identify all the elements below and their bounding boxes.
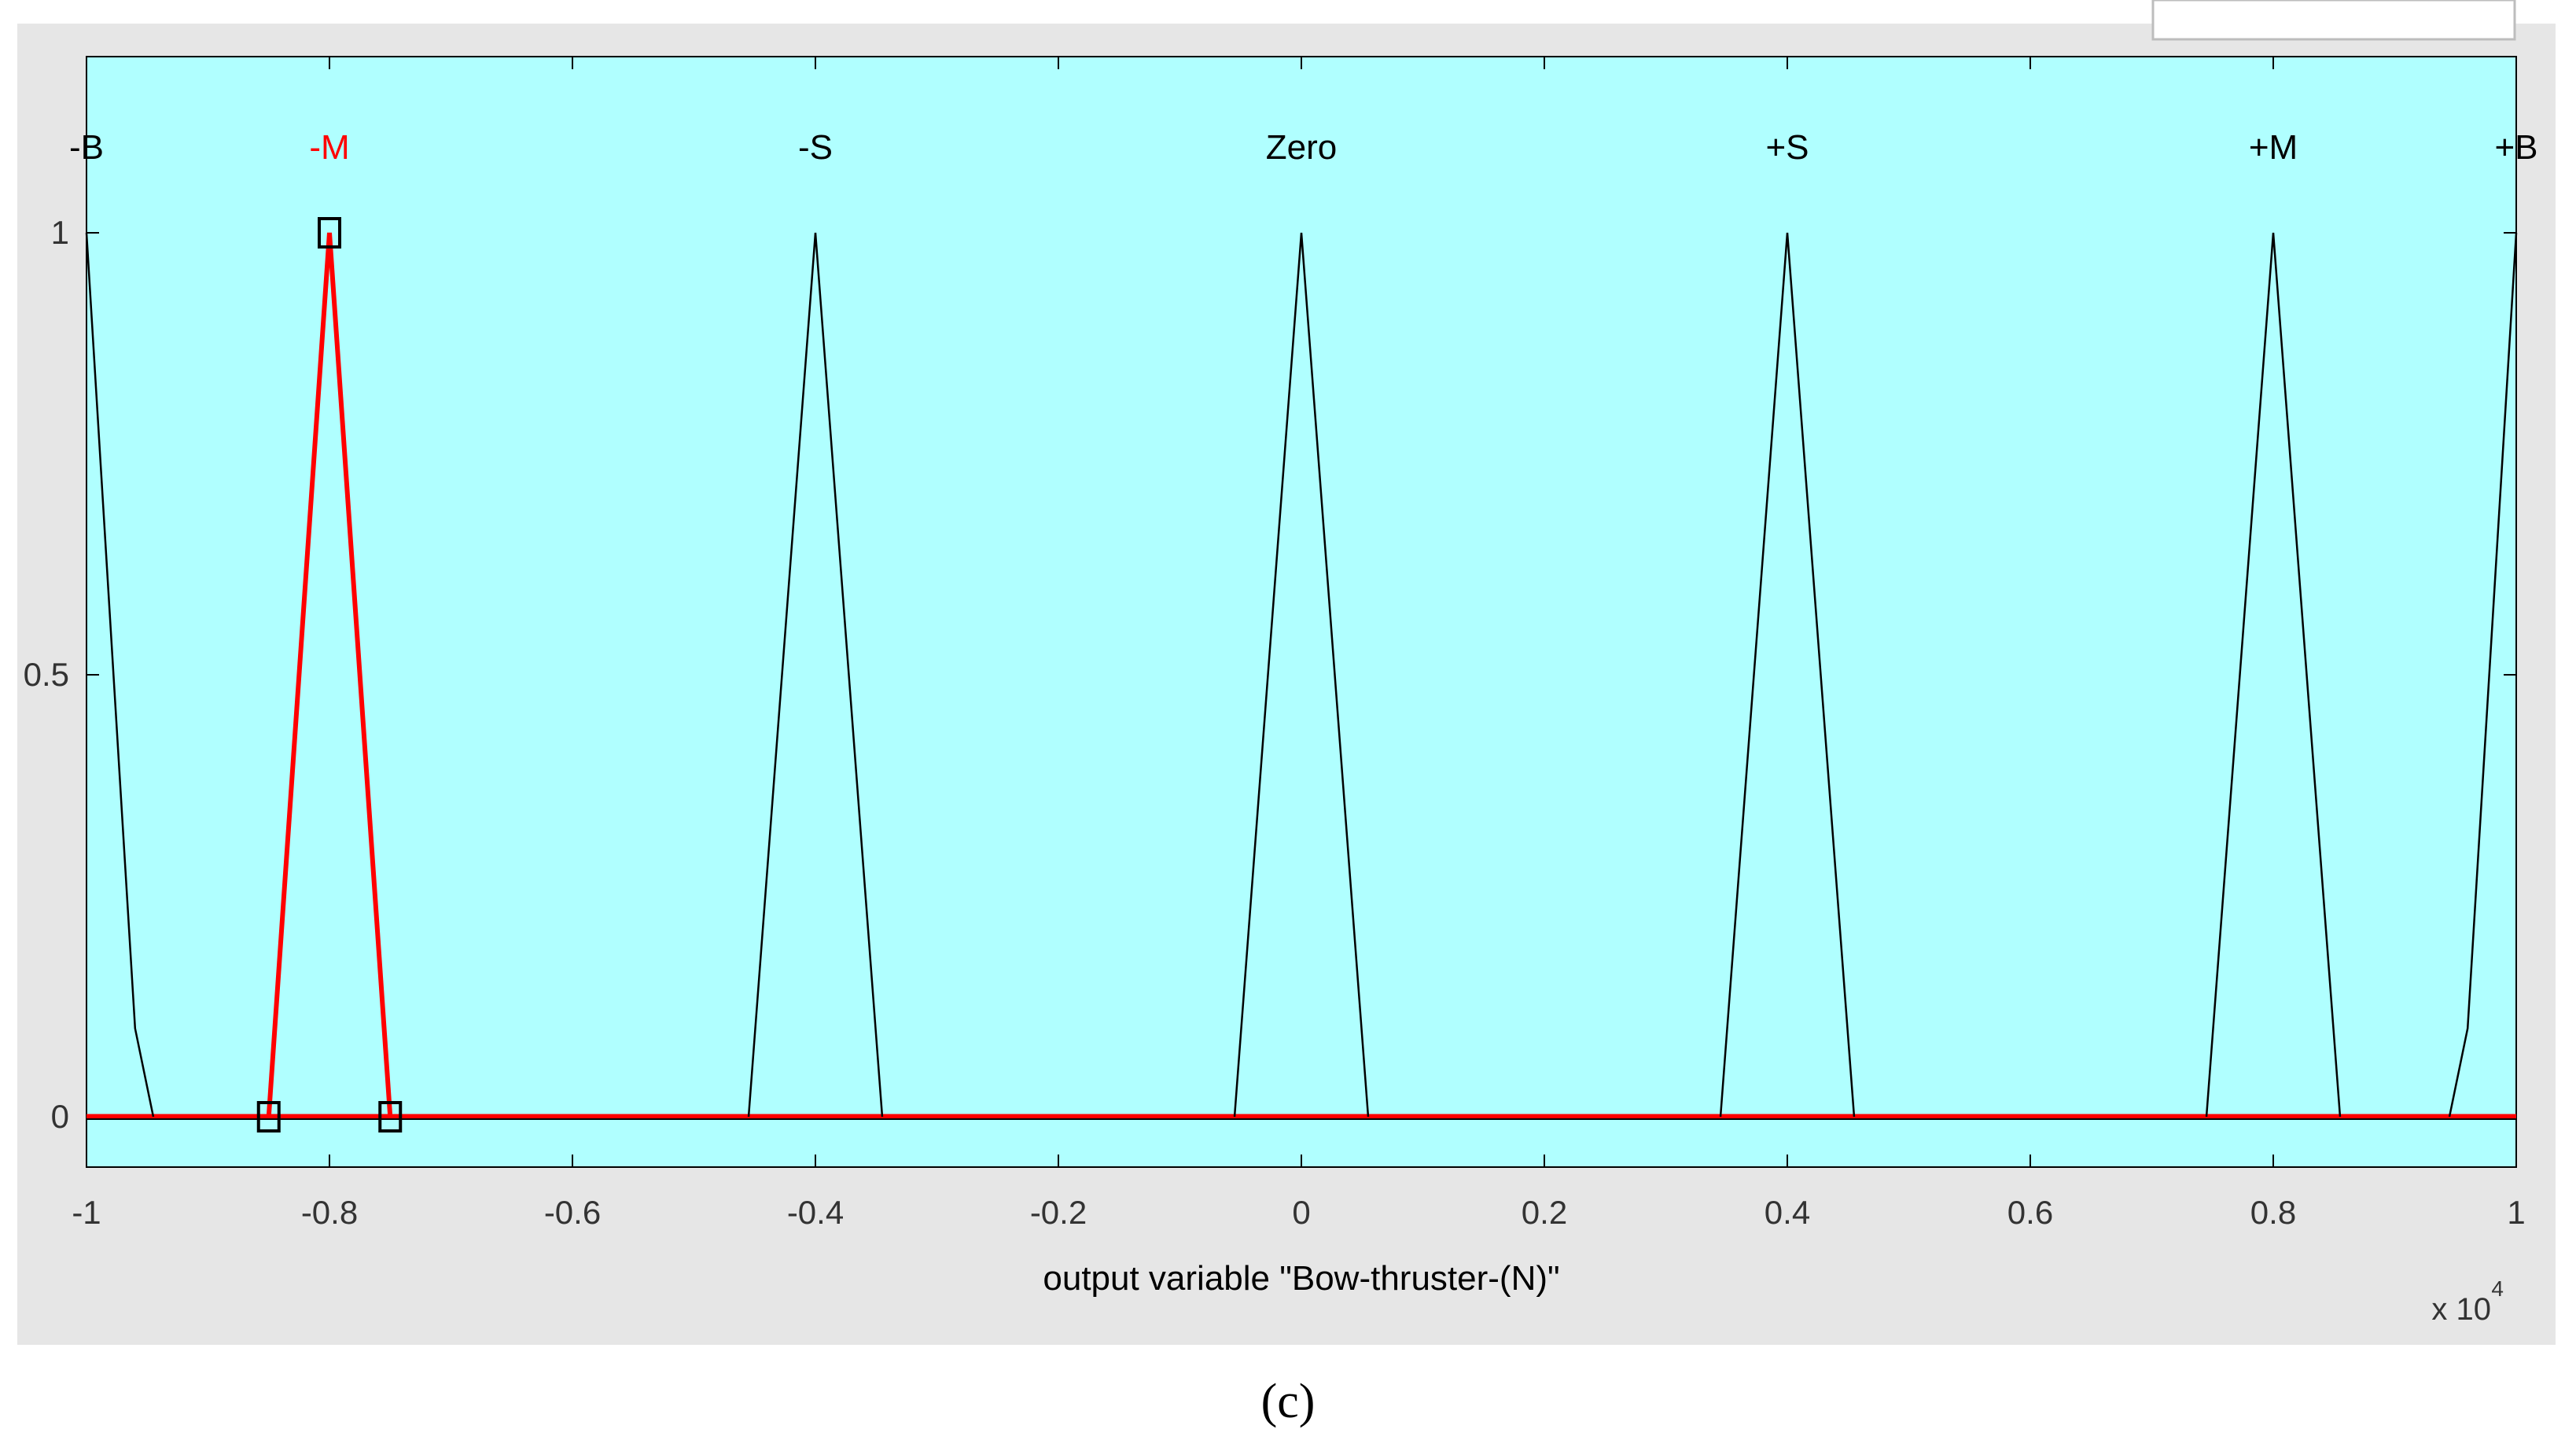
membership-label: Zero xyxy=(1266,128,1337,167)
membership-curve-minus-b[interactable] xyxy=(85,232,155,1118)
axis-ticks xyxy=(86,57,2517,1167)
plot-area xyxy=(86,56,2517,1168)
membership-label: -B xyxy=(69,128,104,167)
membership-label: -S xyxy=(798,128,833,167)
membership-curve-plusminus-m[interactable] xyxy=(2205,232,2342,1118)
x-axis-label: output variable "Bow-thruster-(N)" xyxy=(1043,1259,1559,1298)
x-tick-label: -0.8 xyxy=(301,1194,358,1231)
exponent-label: x 10 xyxy=(2431,1292,2491,1327)
selection-handle[interactable] xyxy=(318,217,341,249)
selection-handle[interactable] xyxy=(378,1101,403,1132)
top-right-box xyxy=(2151,0,2516,41)
x-tick-label: -1 xyxy=(72,1194,101,1231)
membership-curve-plusminus-b[interactable] xyxy=(2448,232,2518,1118)
selection-handles[interactable] xyxy=(256,217,403,1132)
x-tick-label: 1 xyxy=(2507,1194,2525,1231)
x-tick-label: 0.2 xyxy=(1522,1194,1567,1231)
x-tick-label: -0.4 xyxy=(787,1194,844,1231)
membership-label: -M xyxy=(309,128,349,167)
membership-curve-plusminus-s[interactable] xyxy=(1719,232,1856,1118)
y-tick-label: 0.5 xyxy=(24,656,69,693)
membership-label: +B xyxy=(2494,128,2537,167)
x-tick-label: 0 xyxy=(1292,1194,1310,1231)
x-tick-label: -0.2 xyxy=(1030,1194,1087,1231)
x-tick-label: 0.8 xyxy=(2250,1194,2296,1231)
membership-labels: -B -M -S Zero +S +M +B xyxy=(69,128,2538,167)
x-tick-label: -0.6 xyxy=(544,1194,601,1231)
membership-curve-zero[interactable] xyxy=(1233,232,1370,1118)
y-tick-labels: 00.51 xyxy=(24,214,69,1135)
panel-label: (c) xyxy=(1261,1375,1316,1428)
x-tick-label: 0.6 xyxy=(2007,1194,2053,1231)
membership-curve-minus-m[interactable] xyxy=(266,232,393,1118)
x-tick-label: 0.4 xyxy=(1765,1194,1810,1231)
exponent-power: 4 xyxy=(2491,1276,2504,1301)
y-tick-label: 0 xyxy=(51,1098,69,1135)
membership-curves[interactable] xyxy=(85,232,2518,1120)
membership-label: +S xyxy=(1765,128,1809,167)
selection-handle[interactable] xyxy=(256,1101,281,1132)
membership-label: +M xyxy=(2249,128,2298,167)
y-tick-label: 1 xyxy=(51,214,69,251)
membership-curve-minus-s[interactable] xyxy=(747,232,884,1118)
x-tick-labels: -1 -0.8 -0.6 -0.4 -0.2 0 0.2 0.4 0.6 0.8 1 xyxy=(72,1194,2525,1231)
